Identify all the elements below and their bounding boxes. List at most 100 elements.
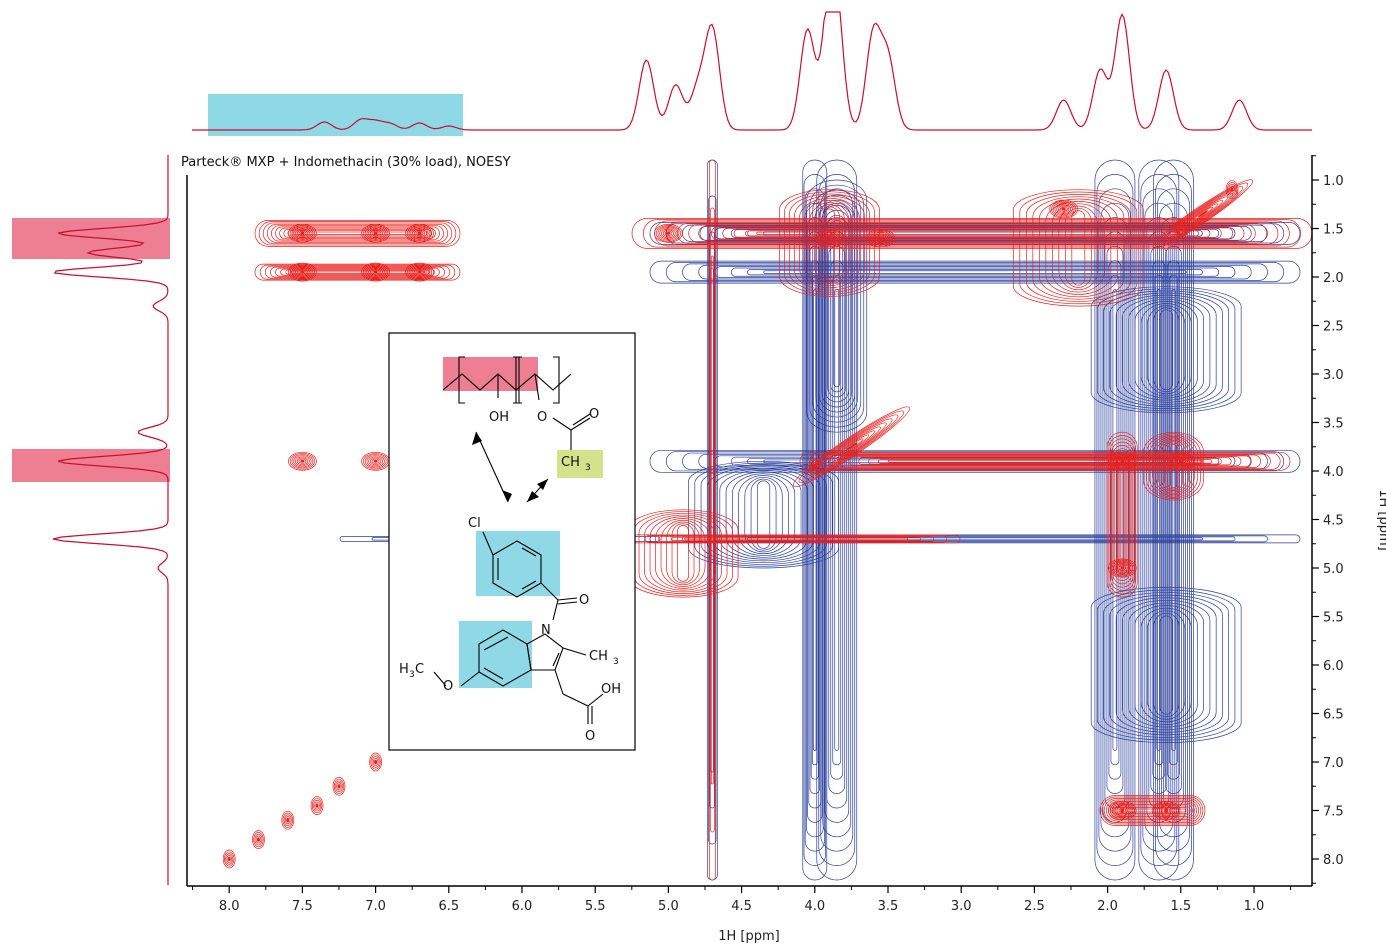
- positive-cross-peak: [866, 228, 896, 248]
- positive-cross-peak: [1107, 801, 1137, 820]
- y-tick-label: 8.0: [1323, 853, 1344, 868]
- x-tick-label: 7.5: [292, 899, 313, 914]
- label-n: N: [541, 623, 551, 638]
- diagonal-peak: [281, 810, 295, 830]
- molecule-inset: OH O O CH 3 Cl O N CH 3 H 3 C O OH O: [388, 332, 636, 751]
- label-ch3-methyl: CH: [589, 649, 608, 664]
- positive-cross-peak-band: [254, 263, 461, 281]
- contour-plot: [222, 159, 1312, 881]
- y-tick-label: 1.0: [1323, 174, 1344, 189]
- positive-cross-peak-band: [1143, 431, 1204, 501]
- y-tick-label: 3.0: [1323, 368, 1344, 383]
- positive-cross-peak-band: [799, 451, 1291, 471]
- x-tick-label: 3.5: [878, 899, 899, 914]
- label-cl: Cl: [468, 516, 481, 531]
- positive-cross-peak: [405, 262, 434, 282]
- diagonal-peak: [1152, 179, 1254, 249]
- label-h3c-c: C: [415, 662, 424, 677]
- label-h3c-sub: 3: [409, 670, 415, 680]
- positive-cross-peak: [361, 224, 390, 243]
- y-axis-title: 1H [ppm]: [1376, 489, 1386, 551]
- negative-vertical-ridge: [1138, 159, 1180, 881]
- positive-cross-peak: [361, 262, 390, 282]
- acetate-methyl-highlight: [557, 450, 603, 478]
- diagonal-peak: [310, 796, 324, 816]
- x-tick-label: 1.0: [1244, 899, 1265, 914]
- negative-horizontal-ridge: [649, 449, 1301, 473]
- x-tick-label: 6.0: [512, 899, 533, 914]
- x-tick-label: 1.5: [1170, 899, 1191, 914]
- y-tick-label: 2.5: [1323, 320, 1344, 335]
- x-tick-label: 3.0: [951, 899, 972, 914]
- y-tick-label: 7.5: [1323, 805, 1344, 820]
- molecule-bonds: [433, 356, 604, 724]
- y-tick-label: 5.0: [1323, 562, 1344, 577]
- y-tick-label: 1.5: [1323, 223, 1344, 238]
- indole-benzo-highlight: [459, 621, 532, 688]
- x-tick-label: 5.0: [658, 899, 679, 914]
- diagonal-peak: [792, 406, 911, 487]
- x-tick-label: 8.0: [219, 899, 240, 914]
- label-o-methoxy: O: [443, 679, 453, 694]
- x-tick-label: 5.5: [585, 899, 606, 914]
- positive-cross-peak: [288, 224, 317, 243]
- x-tick-label: 2.5: [1024, 899, 1045, 914]
- positive-cross-peak-band: [1012, 189, 1144, 307]
- diagonal-peak: [369, 752, 382, 772]
- y-tick-label: 3.5: [1323, 417, 1344, 432]
- y-tick-label: 6.5: [1323, 708, 1344, 723]
- x-tick-label: 4.0: [804, 899, 825, 914]
- negative-fan: [1090, 286, 1242, 414]
- positive-cross-peak: [654, 224, 683, 243]
- positive-cross-peak: [1107, 558, 1137, 578]
- label-o-acid: O: [585, 729, 595, 744]
- positive-cross-peak: [1107, 451, 1137, 471]
- top-projection-highlight: [208, 94, 463, 136]
- positive-cross-peak: [361, 451, 390, 471]
- diagonal-peak: [332, 776, 346, 796]
- top-1d-projection: [192, 11, 1312, 131]
- negative-horizontal-ridge: [649, 534, 1301, 544]
- y-tick-label: 6.0: [1323, 659, 1344, 674]
- positive-cross-peak-band: [254, 220, 461, 247]
- y-axis-ticks: 1.0 1.5 2.0 2.5 3.0 3.5 4.0 4.5 5.0 5.5 6.0 6.5 7.0 7…: [1312, 155, 1344, 884]
- y-tick-label: 5.5: [1323, 611, 1344, 626]
- x-tick-label: 6.5: [438, 899, 459, 914]
- positive-cross-peak: [288, 262, 317, 282]
- x-tick-label: 4.5: [731, 899, 752, 914]
- label-oh-acid: OH: [601, 682, 621, 697]
- positive-cross-peak-band: [779, 189, 880, 297]
- label-o-ester: O: [537, 410, 547, 425]
- label-o-carbonyl: O: [589, 407, 599, 422]
- positive-cross-peak: [1166, 451, 1196, 471]
- label-ch3-acetate-sub: 3: [585, 463, 591, 473]
- positive-cross-peak-band: [627, 509, 739, 598]
- x-axis-ticks: 8.0 7.5 7.0 6.5 6.0 5.5 5.0 4.5 4.0 3.5 3.0 2.5 2.0 1…: [192, 886, 1292, 914]
- x-tick-label: 7.0: [365, 899, 386, 914]
- positive-cross-peak-band: [631, 218, 1312, 249]
- polymer-backbone-highlight: [443, 357, 538, 391]
- label-oh-polymer: OH: [489, 410, 509, 425]
- plot-title: Parteck® MXP + Indomethacin (30% load), …: [181, 155, 511, 170]
- y-tick-label: 7.0: [1323, 756, 1344, 771]
- negative-vertical-ridge: [1153, 159, 1194, 881]
- y-tick-label: 4.5: [1323, 514, 1344, 529]
- label-h3c-h: H: [399, 662, 409, 677]
- positive-cross-peak: [288, 451, 317, 471]
- positive-cross-peak: [405, 224, 434, 243]
- diagonal-peak: [222, 849, 236, 869]
- x-tick-label: 2.0: [1097, 899, 1118, 914]
- diagonal-peak: [252, 830, 265, 849]
- label-o-ketone: O: [579, 593, 589, 608]
- x-axis-title: 1H [ppm]: [718, 929, 780, 944]
- negative-horizontal-ridge: [649, 260, 1301, 284]
- label-ch3-acetate: CH: [561, 455, 580, 470]
- negative-fan: [1090, 587, 1242, 743]
- label-ch3-methyl-sub: 3: [613, 657, 619, 667]
- positive-cross-peak: [815, 228, 844, 248]
- positive-cross-peak: [1049, 199, 1079, 219]
- y-tick-label: 2.0: [1323, 271, 1344, 286]
- positive-cross-peak: [1151, 801, 1181, 820]
- left-1d-projection: [52, 155, 169, 885]
